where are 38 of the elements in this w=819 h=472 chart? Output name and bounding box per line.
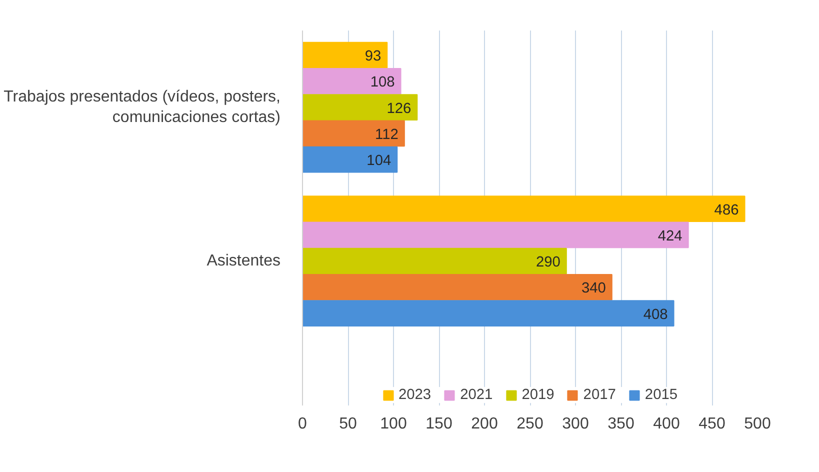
legend-label: 2021 xyxy=(460,387,493,403)
x-tick-label: 400 xyxy=(653,416,680,432)
x-tick-label: 50 xyxy=(339,416,357,432)
x-tick-label: 500 xyxy=(744,416,771,432)
data-label: 290 xyxy=(536,254,560,271)
bar xyxy=(302,196,746,222)
legend-label: 2023 xyxy=(398,387,432,403)
bar xyxy=(302,274,612,300)
data-label: 108 xyxy=(370,74,395,91)
y-tick-label: Asistentes xyxy=(206,252,280,270)
data-label: 486 xyxy=(714,202,739,218)
data-label: 104 xyxy=(366,153,392,170)
bar xyxy=(302,68,402,94)
bar xyxy=(302,222,689,248)
x-tick-label: 0 xyxy=(298,416,308,432)
legend-label: 2017 xyxy=(583,387,616,403)
bar xyxy=(302,146,398,173)
data-label: 424 xyxy=(658,228,682,244)
x-tick-label: 450 xyxy=(698,416,726,432)
legend-label: 2015 xyxy=(644,387,678,403)
bar xyxy=(302,120,405,147)
x-tick-label: 100 xyxy=(380,416,407,432)
data-label: 126 xyxy=(386,100,412,117)
data-label: 408 xyxy=(643,306,668,323)
data-label: 93 xyxy=(364,48,382,65)
y-tick-label: Trabajos presentados (vídeos, posters, comunicaciones cortas) xyxy=(4,88,281,126)
bar xyxy=(302,248,567,274)
bar xyxy=(302,42,388,68)
x-tick-label: 300 xyxy=(562,416,589,432)
data-label: 112 xyxy=(375,126,398,143)
x-tick-label: 200 xyxy=(471,416,498,432)
legend-label: 2019 xyxy=(522,387,554,403)
x-tick-label: 150 xyxy=(426,416,452,432)
bar xyxy=(302,94,418,121)
x-tick-label: 350 xyxy=(608,416,634,432)
x-tick-label: 250 xyxy=(516,416,544,432)
bar xyxy=(302,300,674,326)
data-label: 340 xyxy=(581,280,606,297)
